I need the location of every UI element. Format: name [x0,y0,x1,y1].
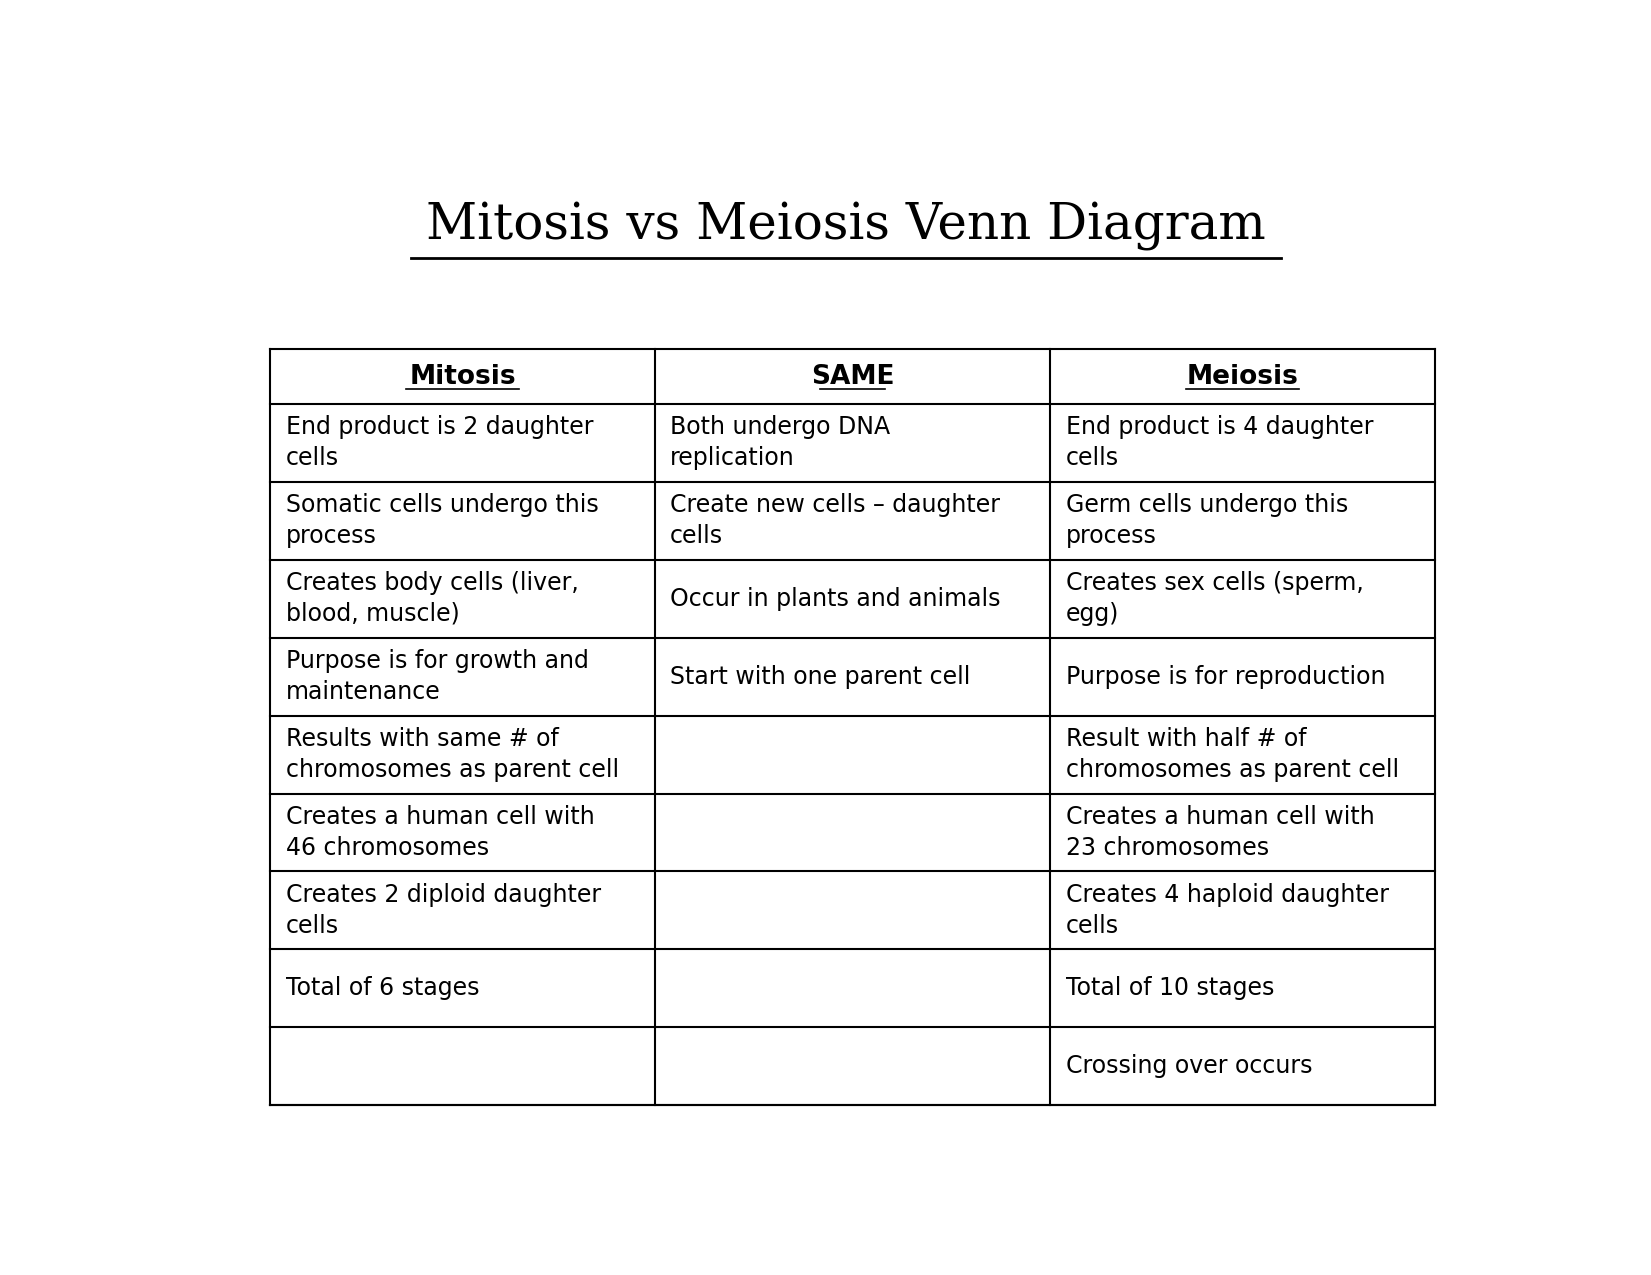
Text: Purpose is for growth and
maintenance: Purpose is for growth and maintenance [286,649,588,704]
Text: Total of 10 stages: Total of 10 stages [1067,977,1275,1001]
Text: Create new cells – daughter
cells: Create new cells – daughter cells [670,493,1001,548]
Text: Result with half # of
chromosomes as parent cell: Result with half # of chromosomes as par… [1067,727,1398,782]
Text: SAME: SAME [811,363,895,390]
Text: Creates body cells (liver,
blood, muscle): Creates body cells (liver, blood, muscle… [286,571,578,626]
Text: Occur in plants and animals: Occur in plants and animals [670,586,1001,611]
Text: Somatic cells undergo this
process: Somatic cells undergo this process [286,493,598,548]
Text: Creates sex cells (sperm,
egg): Creates sex cells (sperm, egg) [1067,571,1364,626]
Text: Creates 2 diploid daughter
cells: Creates 2 diploid daughter cells [286,884,601,937]
Text: Purpose is for reproduction: Purpose is for reproduction [1067,664,1385,688]
Text: Crossing over occurs: Crossing over occurs [1067,1054,1313,1079]
Text: Start with one parent cell: Start with one parent cell [670,664,971,688]
Text: End product is 2 daughter
cells: End product is 2 daughter cells [286,416,593,470]
Text: Creates a human cell with
23 chromosomes: Creates a human cell with 23 chromosomes [1067,805,1375,859]
Text: Total of 6 stages: Total of 6 stages [286,977,479,1001]
Text: Mitosis: Mitosis [409,363,515,390]
Text: Both undergo DNA
replication: Both undergo DNA replication [670,416,890,470]
Text: End product is 4 daughter
cells: End product is 4 daughter cells [1067,416,1374,470]
Text: Meiosis: Meiosis [1187,363,1299,390]
Text: Mitosis vs Meiosis Venn Diagram: Mitosis vs Meiosis Venn Diagram [426,201,1266,251]
Text: Results with same # of
chromosomes as parent cell: Results with same # of chromosomes as pa… [286,727,619,782]
Text: Creates 4 haploid daughter
cells: Creates 4 haploid daughter cells [1067,884,1388,937]
Text: Creates a human cell with
46 chromosomes: Creates a human cell with 46 chromosomes [286,805,594,859]
Text: Germ cells undergo this
process: Germ cells undergo this process [1067,493,1349,548]
